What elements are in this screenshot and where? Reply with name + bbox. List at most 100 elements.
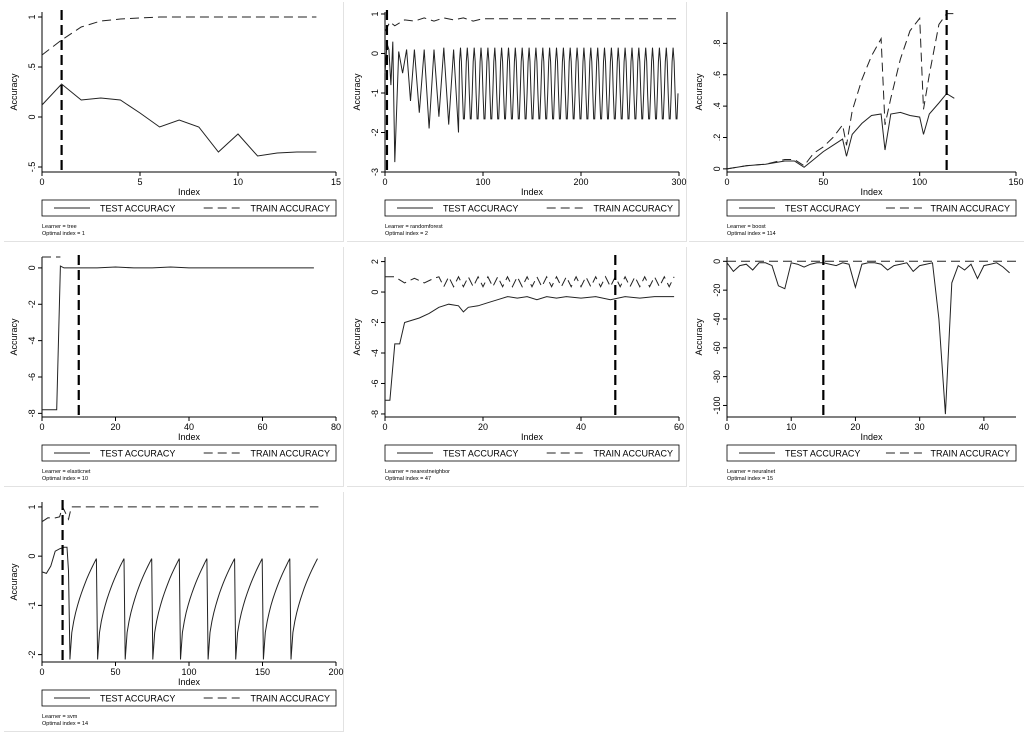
y-tick-label: .8: [712, 40, 722, 48]
x-tick-label: 10: [786, 422, 796, 432]
legend-test-label: TEST ACCURACY: [785, 204, 860, 214]
x-tick-label: 100: [181, 667, 196, 677]
x-tick-label: 40: [979, 422, 989, 432]
legend-box: [384, 444, 680, 462]
x-tick-label: 30: [915, 422, 925, 432]
legend-box: [726, 444, 1017, 462]
learner-note: Learner = randomforest: [385, 224, 443, 230]
x-axis-label: Index: [521, 187, 544, 197]
x-tick-label: 60: [674, 422, 684, 432]
y-tick-label: -2: [370, 319, 380, 327]
learner-note: Learner = neuralnet: [727, 469, 776, 475]
plot-area: -8 -6 -4 -2 0 0 20 40 60 80 Index Accuracy: [9, 255, 341, 442]
legend: TEST ACCURACY TRAIN ACCURACY: [726, 444, 1017, 462]
y-tick-label: -3: [370, 168, 380, 176]
legend-train-label: TRAIN ACCURACY: [250, 449, 330, 459]
optimal-index-note: Optimal index = 114: [727, 231, 776, 237]
x-tick-label: 200: [328, 667, 343, 677]
y-tick-label: -4: [370, 349, 380, 357]
y-tick-label: 0: [27, 114, 37, 119]
y-tick-label: -2: [27, 300, 37, 308]
y-tick-label: 1: [27, 504, 37, 509]
x-tick-label: 0: [724, 422, 729, 432]
x-tick-label: 0: [39, 667, 44, 677]
y-tick-label: 0: [712, 259, 722, 264]
plot-area: -2 -1 0 1 0 50 100 150 200 Index Accuracy: [9, 500, 344, 687]
x-axis-label: Index: [178, 432, 201, 442]
chart-svg: -8 -6 -4 -2 0 0 20 40 60 80 Index Accuracy TEST ACCU…: [9, 255, 341, 482]
x-tick-label: 5: [137, 177, 142, 187]
x-tick-label: 0: [39, 422, 44, 432]
learner-note: Learner = elasticnet: [42, 469, 91, 475]
x-tick-label: 50: [110, 667, 120, 677]
chart-panel-boost: 0 .2 .4 .6 .8 0 50 100 150 Index Accuracy TEST ACCU…: [689, 2, 1024, 242]
x-tick-label: 0: [382, 177, 387, 187]
test-accuracy-line: [385, 296, 675, 401]
x-tick-label: 150: [255, 667, 270, 677]
learner-note: Learner = svm: [42, 714, 78, 720]
legend-train-label: TRAIN ACCURACY: [930, 204, 1010, 214]
legend-test-label: TEST ACCURACY: [785, 449, 860, 459]
x-tick-label: 15: [331, 177, 341, 187]
x-tick-label: 100: [912, 177, 927, 187]
x-axis-label: Index: [178, 677, 201, 687]
x-axis-label: Index: [860, 187, 883, 197]
legend: TEST ACCURACY TRAIN ACCURACY: [384, 444, 680, 462]
legend-train-label: TRAIN ACCURACY: [250, 204, 330, 214]
optimal-index-note: Optimal index = 10: [42, 476, 88, 482]
x-tick-label: 0: [39, 177, 44, 187]
y-tick-label: 0: [370, 51, 380, 56]
chart-panel-svm: -2 -1 0 1 0 50 100 150 200 Index Accuracy TEST ACCU…: [4, 492, 344, 732]
y-tick-label: .6: [712, 71, 722, 79]
x-tick-label: 0: [382, 422, 387, 432]
y-tick-label: -40: [712, 312, 722, 325]
x-tick-label: 100: [475, 177, 490, 187]
learner-note: Learner = nearestneighbor: [385, 469, 450, 475]
y-tick-label: 2: [370, 259, 380, 264]
y-axis-label: Accuracy: [9, 318, 19, 356]
y-tick-label: .5: [27, 63, 37, 71]
y-tick-label: 0: [27, 265, 37, 270]
x-tick-label: 60: [257, 422, 267, 432]
chart-svg: -2 -1 0 1 0 50 100 150 200 Index Accuracy TEST ACCU…: [9, 500, 344, 727]
train-accuracy-line: [726, 13, 959, 170]
chart-svg: -3 -2 -1 0 1 0 100 200 300 Index Accuracy TEST ACCU…: [352, 10, 687, 237]
train-accuracy-line: [385, 275, 675, 288]
learner-note: Learner = boost: [727, 224, 766, 230]
legend-train-label: TRAIN ACCURACY: [593, 449, 673, 459]
chart-panel-nearestneighbor: -8 -6 -4 -2 0 2 0 20 40 60 Index Accuracy TEST ACCUR…: [347, 247, 687, 487]
legend-test-label: TEST ACCURACY: [100, 694, 175, 704]
plot-area: 0 .2 .4 .6 .8 0 50 100 150 Index Accuracy: [694, 10, 1024, 197]
x-tick-label: 50: [818, 177, 828, 187]
y-tick-label: .2: [712, 134, 722, 142]
y-tick-label: 1: [27, 14, 37, 19]
y-axis-label: Accuracy: [694, 318, 704, 356]
y-tick-label: -2: [27, 651, 37, 659]
x-tick-label: 20: [850, 422, 860, 432]
legend-box: [41, 689, 337, 707]
legend-train-label: TRAIN ACCURACY: [593, 204, 673, 214]
x-axis-label: Index: [521, 432, 544, 442]
y-tick-label: -.5: [27, 162, 37, 173]
test-accuracy-line: [384, 41, 679, 163]
x-tick-label: 80: [331, 422, 341, 432]
optimal-index-note: Optimal index = 15: [727, 476, 773, 482]
y-tick-label: -6: [370, 379, 380, 387]
optimal-index-note: Optimal index = 2: [385, 231, 428, 237]
test-accuracy-line: [726, 92, 955, 170]
legend-test-label: TEST ACCURACY: [100, 449, 175, 459]
x-tick-label: 0: [724, 177, 729, 187]
x-tick-label: 40: [576, 422, 586, 432]
legend-train-label: TRAIN ACCURACY: [250, 694, 330, 704]
x-tick-label: 20: [478, 422, 488, 432]
test-accuracy-line: [41, 83, 317, 157]
y-tick-label: 0: [712, 166, 722, 171]
plot-area: -3 -2 -1 0 1 0 100 200 300 Index Accuracy: [352, 10, 687, 197]
x-tick-label: 40: [184, 422, 194, 432]
legend: TEST ACCURACY TRAIN ACCURACY: [726, 199, 1017, 217]
legend-train-label: TRAIN ACCURACY: [930, 449, 1010, 459]
x-axis-label: Index: [860, 432, 883, 442]
chart-panel-tree: -.5 0.5 1 0 5 10 15 Index Accuracy TEST ACCURACY T…: [4, 2, 344, 242]
